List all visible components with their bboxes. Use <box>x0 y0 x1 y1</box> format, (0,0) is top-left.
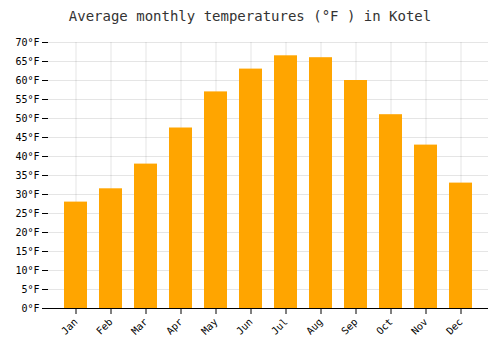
svg-text:30°F: 30°F <box>15 189 39 200</box>
svg-text:Dec: Dec <box>444 316 465 337</box>
svg-text:40°F: 40°F <box>15 151 39 162</box>
svg-text:50°F: 50°F <box>15 113 39 124</box>
svg-text:70°F: 70°F <box>15 37 39 48</box>
svg-text:65°F: 65°F <box>15 56 39 67</box>
html-text:Average monthly temperatures (: Average monthly temperatures (°F ) in Ko… <box>68 8 432 24</box>
svg-text:60°F: 60°F <box>15 75 39 86</box>
svg-text:Jul: Jul <box>269 316 290 337</box>
svg-text:May: May <box>199 316 220 337</box>
svg-text:25°F: 25°F <box>15 208 39 219</box>
svg-text:45°F: 45°F <box>15 132 39 143</box>
svg-text:0°F: 0°F <box>21 303 39 314</box>
svg-text:Sep: Sep <box>339 316 360 337</box>
svg-text:55°F: 55°F <box>15 94 39 105</box>
svg-text:Feb: Feb <box>94 316 115 337</box>
svg-text:15°F: 15°F <box>15 246 39 257</box>
svg-text:Nov: Nov <box>409 316 430 337</box>
svg-text:5°F: 5°F <box>21 284 39 295</box>
svg-text:Mar: Mar <box>129 316 150 337</box>
svg-text:Apr: Apr <box>164 316 185 337</box>
svg-text:10°F: 10°F <box>15 265 39 276</box>
svg-text:20°F: 20°F <box>15 227 39 238</box>
svg-text:Jan: Jan <box>59 316 80 337</box>
svg-text:Aug: Aug <box>304 316 325 337</box>
svg-text:Oct: Oct <box>374 316 395 337</box>
svg-text:Jun: Jun <box>234 316 255 337</box>
svg-text:35°F: 35°F <box>15 170 39 181</box>
